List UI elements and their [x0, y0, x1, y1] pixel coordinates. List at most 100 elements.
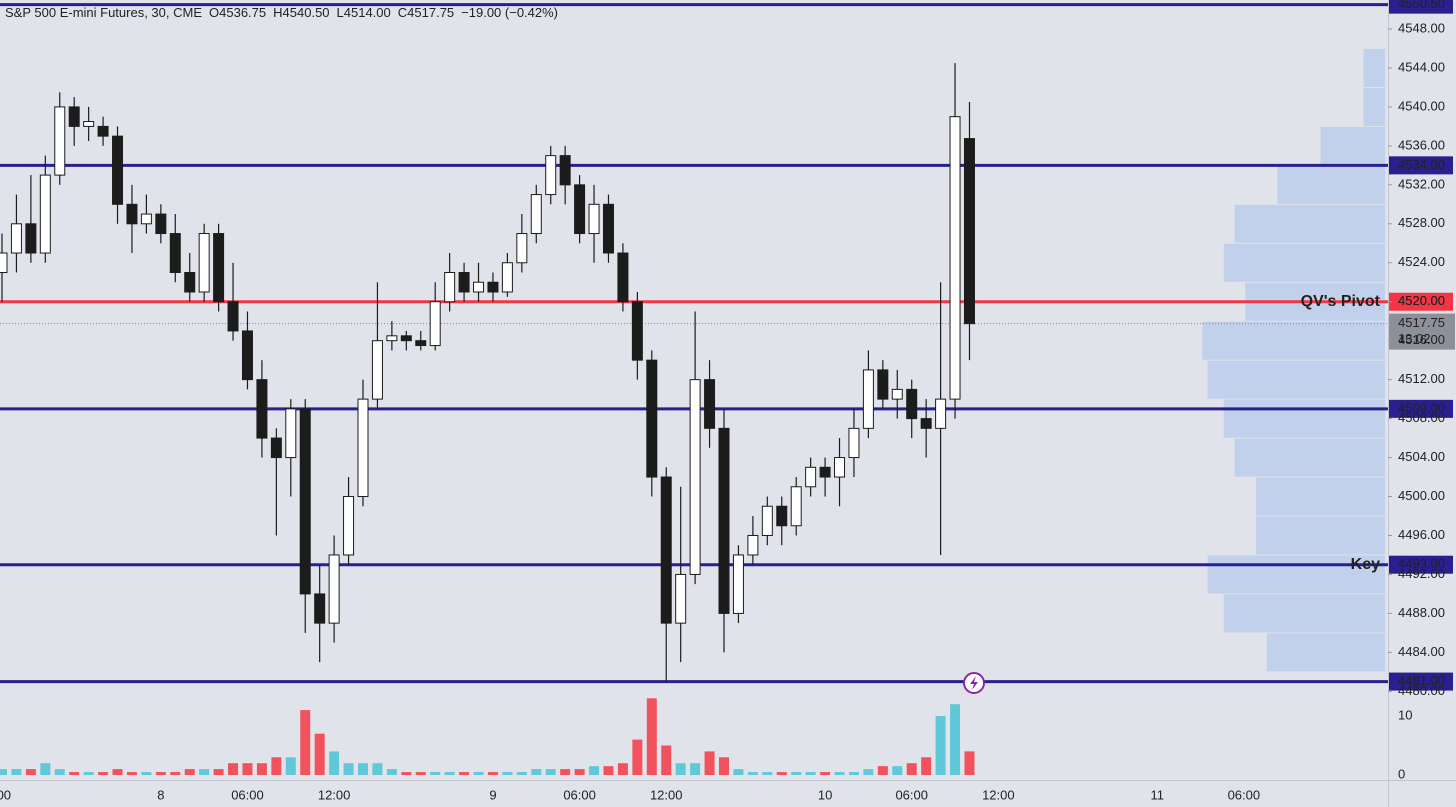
candle-body — [776, 505, 788, 527]
candle-body — [602, 203, 614, 254]
candle-body — [574, 184, 586, 235]
candle-body — [718, 427, 730, 614]
level-label: 4509.00 — [1398, 400, 1445, 415]
y-tick-label: 4496.00 — [1398, 527, 1445, 542]
candle-body — [299, 408, 311, 595]
volume-bar — [646, 698, 657, 775]
candle-body — [54, 106, 66, 176]
level-label-box — [1389, 0, 1453, 14]
volume-bar — [256, 763, 267, 775]
volume-bar — [863, 769, 874, 775]
volume-bar — [11, 769, 22, 775]
volume-bar — [0, 769, 7, 775]
volume-bar — [935, 716, 946, 775]
x-tick-label: 06:00 — [563, 787, 596, 802]
volume-bar — [877, 766, 888, 775]
y-tick-label: 4500.00 — [1398, 488, 1445, 503]
y-tick-label: 4528.00 — [1398, 215, 1445, 230]
level-label: 4550.50 — [1398, 0, 1445, 11]
axes: 4480.00 4484.00 4488.00 4492.00 4496.00 4500.… — [0, 20, 1445, 802]
level-name: QV's Pivot — [1301, 293, 1381, 310]
candle-body — [415, 340, 427, 347]
volume-bar — [242, 763, 253, 775]
countdown: 13:02 — [1398, 331, 1431, 346]
ohlc-label: C — [398, 5, 407, 20]
volume-bar — [516, 772, 527, 775]
ohlc-value: 4536.75 — [219, 5, 266, 20]
candle-body — [39, 174, 51, 254]
candle-body — [704, 379, 716, 429]
volume-bar — [314, 733, 325, 775]
candle-body — [314, 593, 326, 624]
volume-bar — [964, 751, 975, 775]
candle-body — [343, 496, 355, 556]
alert-icon — [963, 672, 985, 694]
y-tick-label: 4532.00 — [1398, 176, 1445, 191]
volume-bar — [386, 769, 397, 775]
candle-body — [545, 155, 557, 196]
volume-bar — [502, 772, 513, 775]
change: −19.00 (−0.42%) — [461, 5, 558, 20]
profile-bar — [1234, 204, 1385, 243]
volume-bar — [690, 763, 701, 775]
candle-body — [169, 233, 181, 273]
candle-body — [68, 106, 80, 127]
candle-body — [0, 252, 8, 274]
y-tick-label: 4536.00 — [1398, 137, 1445, 152]
candle-body — [285, 408, 297, 459]
volume-bar — [487, 772, 498, 775]
volume-bar — [589, 766, 600, 775]
candle-body — [516, 233, 528, 264]
candle-body — [790, 486, 802, 527]
volume-bar — [69, 772, 80, 775]
volume-bar — [950, 704, 961, 775]
volume-profile — [1202, 48, 1385, 672]
candle-body — [227, 301, 239, 332]
volume-bar — [199, 769, 210, 775]
candle-body — [660, 476, 672, 624]
volume-bar — [921, 757, 932, 775]
candle-body — [155, 213, 167, 235]
candle-body — [371, 340, 383, 400]
ohlc-value: 4540.50 — [283, 5, 330, 20]
candle-body — [184, 272, 196, 293]
candle-body — [747, 534, 759, 556]
candle-body — [501, 262, 513, 293]
volume-bar — [617, 763, 628, 775]
candle-body — [949, 116, 961, 400]
level-label: 4534.00 — [1398, 157, 1445, 172]
y-tick-label: 4544.00 — [1398, 59, 1445, 74]
x-tick-label: 8 — [157, 787, 164, 802]
volume-bar — [155, 772, 166, 775]
profile-bar — [1207, 555, 1385, 594]
volume-bar — [704, 751, 715, 775]
y-tick-label: 4484.00 — [1398, 644, 1445, 659]
candle-body — [848, 427, 860, 459]
volume-bar — [805, 772, 816, 775]
candle-body — [805, 466, 817, 488]
ohlc-label: L — [337, 5, 344, 20]
candle-body — [761, 505, 773, 536]
profile-bar — [1256, 516, 1385, 555]
volume-bar — [430, 772, 441, 775]
profile-bar — [1234, 438, 1385, 477]
volume-bar — [473, 772, 484, 775]
volume-bar — [126, 772, 137, 775]
candle-body — [906, 388, 918, 420]
candle-body — [25, 223, 37, 254]
candle-body — [256, 379, 268, 439]
volume-bar — [54, 769, 65, 775]
x-tick-label: 12:00 — [318, 787, 351, 802]
volume-bar — [415, 772, 426, 775]
volume-bar — [747, 772, 758, 775]
x-tick-label: 10 — [818, 787, 832, 802]
ohlc-label: O — [209, 5, 219, 20]
level-label-box — [1389, 292, 1453, 311]
candle-body — [10, 223, 22, 254]
candle-body — [198, 233, 210, 293]
volume-bar — [358, 763, 368, 775]
level-label-box — [1389, 399, 1453, 418]
volume-bar — [776, 772, 787, 775]
y-tick-label: 4492.00 — [1398, 566, 1445, 581]
ohlc-label: H — [273, 5, 282, 20]
